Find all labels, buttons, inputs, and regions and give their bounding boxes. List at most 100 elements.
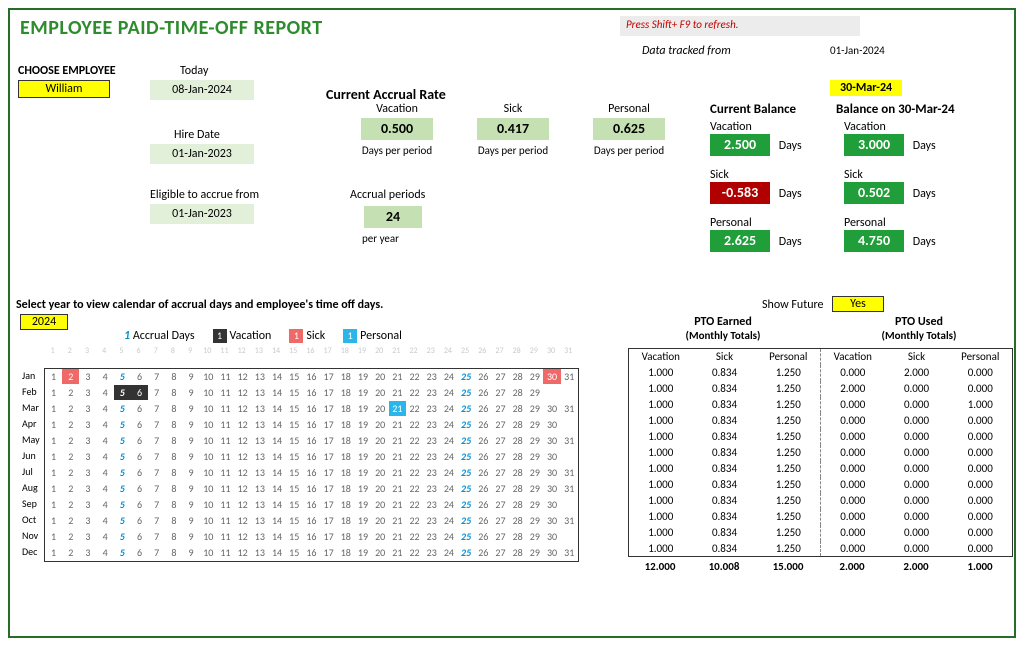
- calendar-cell[interactable]: 1: [45, 385, 62, 400]
- calendar-cell[interactable]: 12: [234, 449, 251, 464]
- calendar-cell[interactable]: 26: [475, 529, 492, 544]
- calendar-cell[interactable]: 16: [303, 385, 320, 400]
- show-future-selector[interactable]: Yes: [832, 296, 884, 312]
- calendar-cell[interactable]: 30: [543, 465, 560, 480]
- calendar-cell[interactable]: 24: [440, 417, 457, 432]
- calendar-cell[interactable]: 11: [217, 513, 234, 528]
- calendar-cell[interactable]: 16: [303, 513, 320, 528]
- calendar-cell[interactable]: 8: [165, 481, 182, 496]
- calendar-cell[interactable]: 4: [97, 433, 114, 448]
- calendar-cell[interactable]: 9: [183, 465, 200, 480]
- calendar-cell[interactable]: 26: [475, 545, 492, 560]
- calendar-cell[interactable]: 25: [458, 417, 475, 432]
- calendar-cell[interactable]: 28: [509, 481, 526, 496]
- calendar-cell[interactable]: 28: [509, 545, 526, 560]
- calendar-cell[interactable]: 10: [200, 545, 217, 560]
- calendar-cell[interactable]: 10: [200, 481, 217, 496]
- calendar-cell[interactable]: 27: [492, 465, 509, 480]
- calendar-cell[interactable]: 20: [372, 449, 389, 464]
- calendar-cell[interactable]: 29: [526, 417, 543, 432]
- calendar-cell[interactable]: 23: [423, 385, 440, 400]
- calendar-cell[interactable]: 14: [268, 481, 285, 496]
- calendar-cell[interactable]: 19: [354, 433, 371, 448]
- calendar-cell[interactable]: 28: [509, 513, 526, 528]
- calendar-cell[interactable]: 1: [45, 433, 62, 448]
- calendar-cell[interactable]: 25: [458, 369, 475, 384]
- calendar-cell[interactable]: 25: [458, 465, 475, 480]
- calendar-cell[interactable]: 12: [234, 401, 251, 416]
- calendar-cell[interactable]: 14: [268, 465, 285, 480]
- calendar-cell[interactable]: 19: [354, 529, 371, 544]
- calendar-cell[interactable]: 2: [62, 369, 79, 384]
- calendar-cell[interactable]: 30: [543, 369, 560, 384]
- calendar-cell[interactable]: 18: [337, 529, 354, 544]
- calendar-cell[interactable]: 20: [372, 529, 389, 544]
- calendar-cell[interactable]: 30: [543, 481, 560, 496]
- calendar-cell[interactable]: 25: [458, 449, 475, 464]
- calendar-cell[interactable]: 19: [354, 449, 371, 464]
- calendar-cell[interactable]: 9: [183, 497, 200, 512]
- calendar-cell[interactable]: 12: [234, 465, 251, 480]
- calendar-cell[interactable]: 11: [217, 529, 234, 544]
- calendar-cell[interactable]: 18: [337, 369, 354, 384]
- calendar-cell[interactable]: 21: [389, 465, 406, 480]
- calendar-cell[interactable]: 29: [526, 465, 543, 480]
- calendar-cell[interactable]: 28: [509, 465, 526, 480]
- calendar-cell[interactable]: 19: [354, 497, 371, 512]
- calendar-cell[interactable]: 25: [458, 529, 475, 544]
- calendar-cell[interactable]: 1: [45, 529, 62, 544]
- calendar-cell[interactable]: 7: [148, 369, 165, 384]
- calendar-cell[interactable]: 10: [200, 513, 217, 528]
- employee-selector[interactable]: William: [18, 80, 110, 98]
- calendar-cell[interactable]: 17: [320, 449, 337, 464]
- calendar-cell[interactable]: 14: [268, 401, 285, 416]
- calendar-cell[interactable]: 10: [200, 529, 217, 544]
- calendar-cell[interactable]: 26: [475, 385, 492, 400]
- calendar-cell[interactable]: 17: [320, 529, 337, 544]
- calendar-cell[interactable]: 8: [165, 545, 182, 560]
- calendar-cell[interactable]: 11: [217, 401, 234, 416]
- calendar-cell[interactable]: 15: [286, 417, 303, 432]
- year-selector[interactable]: 2024: [20, 314, 68, 330]
- calendar-cell[interactable]: 15: [286, 481, 303, 496]
- calendar-cell[interactable]: 24: [440, 385, 457, 400]
- calendar-cell[interactable]: 23: [423, 417, 440, 432]
- calendar-cell[interactable]: 29: [526, 449, 543, 464]
- calendar-cell[interactable]: 31: [561, 465, 578, 480]
- calendar-cell[interactable]: 6: [131, 529, 148, 544]
- calendar-cell[interactable]: 20: [372, 417, 389, 432]
- calendar-cell[interactable]: 5: [114, 465, 131, 480]
- calendar-cell[interactable]: 6: [131, 449, 148, 464]
- calendar-cell[interactable]: 25: [458, 513, 475, 528]
- calendar-cell[interactable]: 13: [251, 433, 268, 448]
- calendar-cell[interactable]: 6: [131, 545, 148, 560]
- calendar-cell[interactable]: 23: [423, 401, 440, 416]
- calendar-cell[interactable]: 12: [234, 497, 251, 512]
- calendar-cell[interactable]: 5: [114, 385, 131, 400]
- calendar-cell[interactable]: 14: [268, 385, 285, 400]
- calendar-cell[interactable]: 28: [509, 417, 526, 432]
- calendar-cell[interactable]: 8: [165, 401, 182, 416]
- calendar-cell[interactable]: 27: [492, 369, 509, 384]
- calendar-cell[interactable]: 8: [165, 497, 182, 512]
- calendar-cell[interactable]: 3: [79, 433, 96, 448]
- calendar-cell[interactable]: 31: [561, 433, 578, 448]
- calendar-cell[interactable]: 24: [440, 401, 457, 416]
- calendar-cell[interactable]: 14: [268, 417, 285, 432]
- calendar-cell[interactable]: 7: [148, 481, 165, 496]
- calendar-cell[interactable]: 28: [509, 529, 526, 544]
- calendar-cell[interactable]: 10: [200, 417, 217, 432]
- calendar-cell[interactable]: 2: [62, 465, 79, 480]
- calendar-cell[interactable]: 16: [303, 417, 320, 432]
- calendar-cell[interactable]: 4: [97, 513, 114, 528]
- calendar-cell[interactable]: 5: [114, 401, 131, 416]
- calendar-cell[interactable]: 8: [165, 369, 182, 384]
- calendar-cell[interactable]: 29: [526, 497, 543, 512]
- calendar-cell[interactable]: 27: [492, 417, 509, 432]
- calendar-cell[interactable]: 28: [509, 385, 526, 400]
- calendar-cell[interactable]: 18: [337, 465, 354, 480]
- calendar-cell[interactable]: 12: [234, 433, 251, 448]
- calendar-cell[interactable]: 14: [268, 545, 285, 560]
- calendar-cell[interactable]: 15: [286, 497, 303, 512]
- calendar-cell[interactable]: 22: [406, 385, 423, 400]
